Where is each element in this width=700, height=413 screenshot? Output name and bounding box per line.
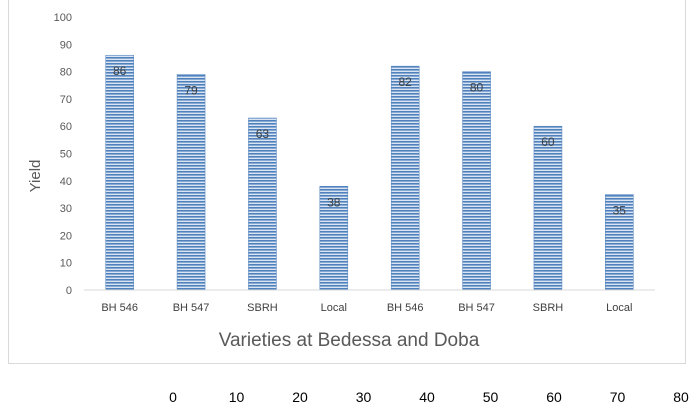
y-axis-title: Yield	[27, 160, 44, 193]
x-tick-label: SBRH	[247, 302, 278, 314]
y-tick-label: 40	[60, 176, 72, 188]
secondary-tick-label: 0	[169, 389, 177, 405]
secondary-tick-label: 20	[292, 389, 308, 405]
y-tick-label: 80	[60, 67, 72, 79]
y-tick-label: 0	[66, 285, 72, 297]
secondary-tick-label: 60	[546, 389, 562, 405]
secondary-tick-label: 30	[356, 389, 372, 405]
bars: 86 79 63 38 82 80 60 35	[105, 54, 634, 291]
data-label: 63	[256, 127, 270, 141]
bar	[462, 71, 491, 291]
secondary-tick-label: 80	[673, 389, 689, 405]
x-tick-label: BH 547	[173, 302, 210, 314]
y-tick-label: 10	[60, 258, 72, 270]
data-label: 35	[613, 203, 627, 217]
y-tick-label: 50	[60, 149, 72, 161]
secondary-tick-label: 10	[229, 389, 245, 405]
secondary-tick-label: 70	[610, 389, 626, 405]
x-tick-label: BH 546	[387, 302, 424, 314]
bar	[176, 74, 206, 291]
secondary-tick-label: 50	[483, 389, 499, 405]
y-tick-label: 30	[60, 203, 72, 215]
data-label: 86	[113, 64, 127, 78]
secondary-axis-ticks: 0 10 20 30 40 50 60 70 80	[169, 389, 689, 405]
data-label: 79	[184, 83, 198, 97]
x-axis-title: Varieties at Bedessa and Doba	[219, 330, 480, 351]
y-tick-label: 60	[60, 121, 72, 133]
data-label: 80	[470, 81, 484, 95]
bar	[533, 125, 563, 291]
data-label: 38	[327, 195, 341, 209]
x-tick-label: BH 546	[101, 302, 138, 314]
x-tick-label: Local	[606, 302, 632, 314]
y-tick-label: 70	[60, 94, 72, 106]
x-tick-label: SBRH	[533, 302, 564, 314]
bar	[319, 186, 349, 291]
x-tick-label: BH 547	[458, 302, 495, 314]
x-axis: BH 546 BH 547 SBRH Local BH 546 BH 547 SBRH Loc…	[84, 289, 655, 314]
y-axis: 0 10 20 30 40 50 60 70 80 90 100	[54, 12, 72, 297]
x-tick-label: Local	[321, 302, 347, 314]
data-label: 60	[541, 135, 555, 149]
y-tick-label: 20	[60, 230, 72, 242]
y-tick-label: 90	[60, 39, 72, 51]
bar	[390, 65, 420, 291]
bar	[248, 117, 277, 291]
data-label: 82	[399, 75, 413, 89]
secondary-tick-label: 40	[419, 389, 435, 405]
bar	[105, 54, 134, 291]
y-tick-label: 100	[54, 12, 72, 24]
